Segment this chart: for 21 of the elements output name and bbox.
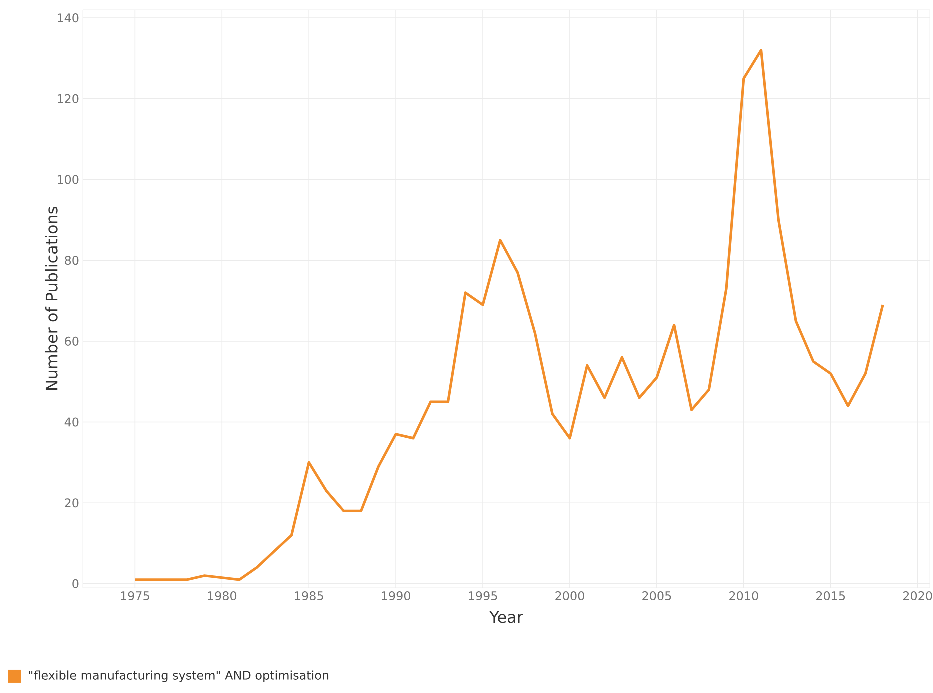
y-tick-label: 20: [65, 498, 79, 508]
y-axis-title: Number of Publications: [45, 207, 58, 390]
legend-label: "flexible manufacturing system" AND optimisation: [29, 670, 329, 682]
x-tick-label: 2005: [642, 592, 672, 601]
x-tick-label: 2010: [730, 592, 758, 601]
y-tick-label: 80: [65, 256, 79, 266]
x-axis-title: Year: [490, 611, 524, 624]
y-tick-label: 40: [64, 418, 79, 427]
x-tick-label: 1990: [382, 592, 410, 601]
x-tick-label: 1995: [469, 592, 498, 601]
y-tick-label: 120: [58, 94, 79, 104]
x-tick-label: 1980: [208, 592, 237, 601]
y-tick-label: 60: [65, 336, 79, 346]
x-tick-label: 2015: [816, 592, 846, 601]
y-tick-label: 140: [58, 14, 79, 23]
x-tick-label: 2020: [904, 592, 932, 601]
x-tick-label: 2000: [556, 592, 584, 601]
x-tick-label: 1975: [121, 592, 150, 601]
y-tick-label: 0: [72, 579, 79, 588]
x-tick-label: 1985: [295, 592, 324, 601]
y-tick-label: 100: [58, 175, 79, 184]
